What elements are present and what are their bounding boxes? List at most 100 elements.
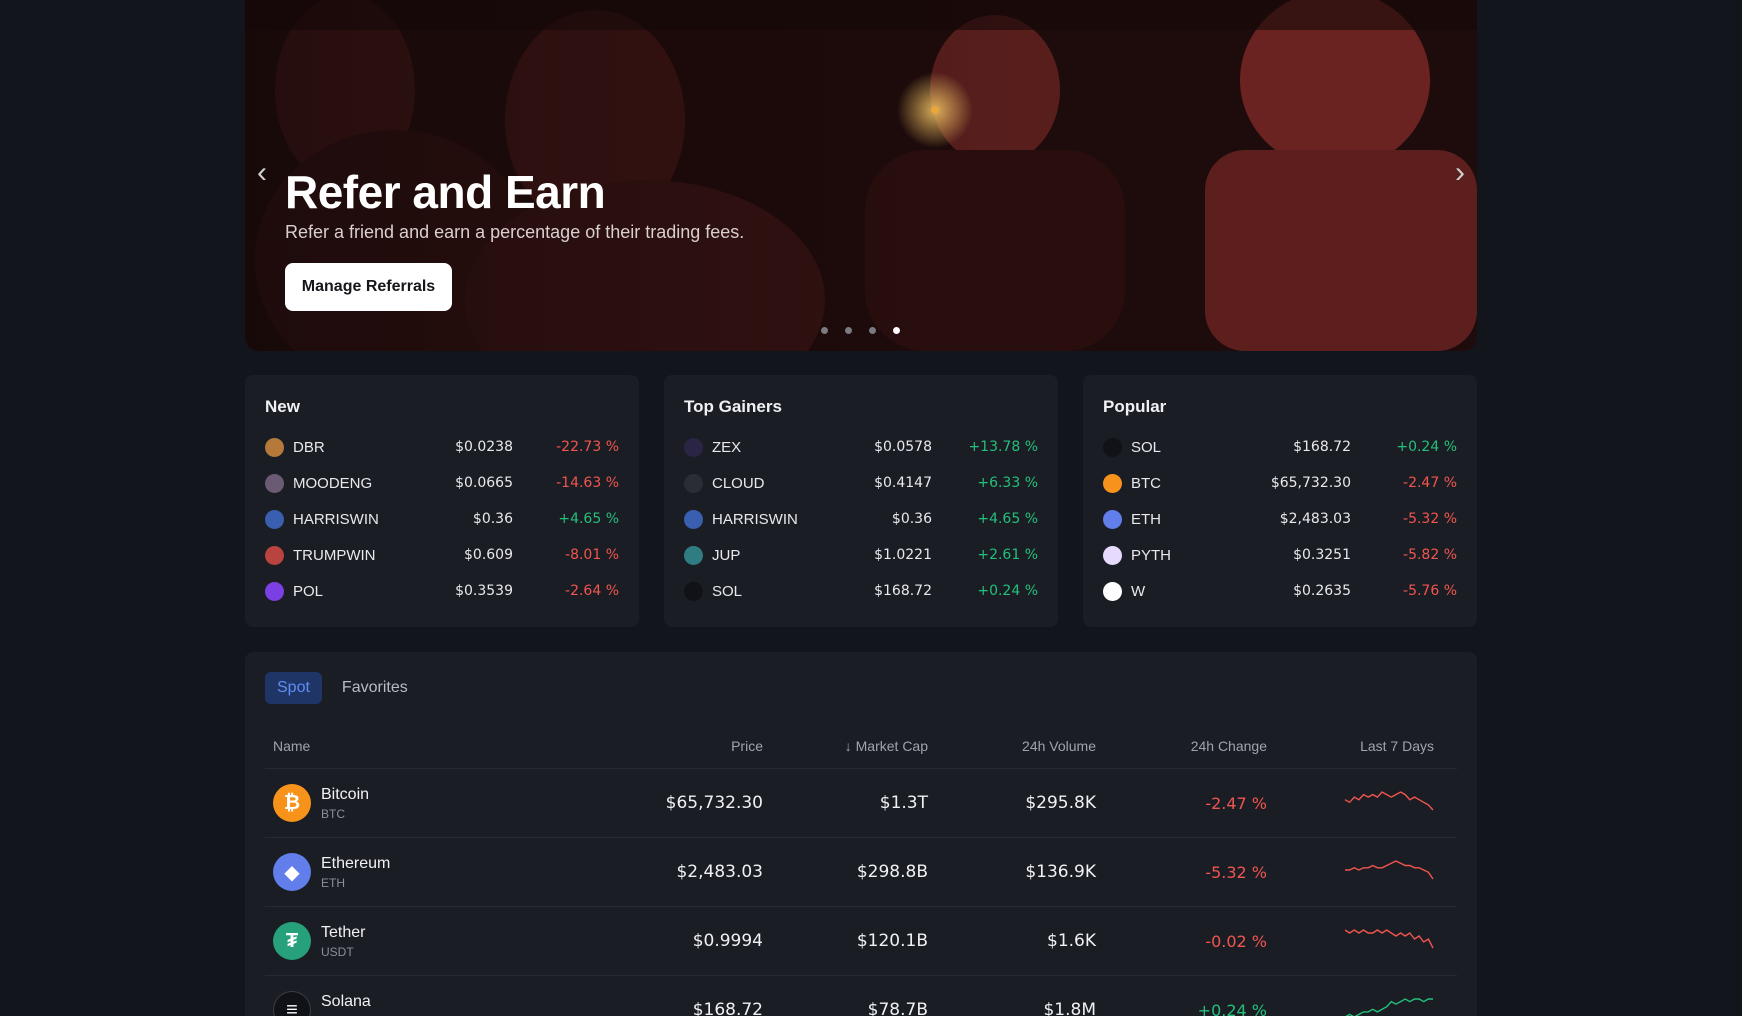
list-item[interactable]: SOL $168.72 +0.24 %	[1103, 429, 1457, 465]
markets-panel: Spot Favorites Name Price ↓ Market Cap 2…	[245, 652, 1477, 1016]
list-item[interactable]: MOODENG $0.0665 -14.63 %	[265, 465, 619, 501]
token-symbol: ETH	[1131, 510, 1161, 528]
carousel-dot-active[interactable]	[893, 327, 900, 334]
cell-change: +0.24 %	[1197, 1000, 1267, 1016]
ethereum-icon: ◆	[273, 853, 311, 891]
sparkline-cell	[1267, 858, 1434, 887]
pyth-icon	[1103, 545, 1122, 565]
carousel-dot[interactable]	[821, 327, 828, 334]
token-price: $0.0578	[874, 439, 932, 455]
token-symbol: SOL	[1131, 438, 1162, 456]
header-volume[interactable]: 24h Volume	[1022, 738, 1096, 754]
harriswin-icon	[684, 509, 703, 529]
manage-referrals-button[interactable]: Manage Referrals	[285, 263, 452, 311]
table-row[interactable]: ₮ Tether USDT $0.9994 $120.1B $1.6K -0.02 %	[265, 907, 1457, 976]
coin-symbol: ETH	[321, 875, 345, 890]
coin-cell: ◆ Ethereum ETH	[273, 853, 613, 891]
sparkline-line	[1344, 997, 1433, 1016]
token-price: $0.36	[891, 511, 932, 527]
token-price: $0.609	[464, 547, 513, 563]
token-price: $0.3251	[1293, 547, 1351, 563]
btc-icon	[1103, 473, 1122, 493]
sparkline-chart	[1344, 928, 1434, 948]
cell-market-cap: $78.7B	[867, 1000, 928, 1016]
token-change: +4.65 %	[977, 511, 1038, 527]
token-symbol: HARRISWIN	[293, 510, 379, 528]
list-item[interactable]: ETH $2,483.03 -5.32 %	[1103, 501, 1457, 537]
market-highlights: New DBR $0.0238 -22.73 % MOODENG $0.0665 -14.…	[245, 375, 1477, 627]
token-change: -5.32 %	[1403, 511, 1457, 527]
header-change[interactable]: 24h Change	[1190, 738, 1267, 754]
header-name[interactable]: Name	[273, 738, 311, 754]
cell-market-cap: $1.3T	[879, 793, 928, 813]
pol-icon	[265, 581, 284, 601]
list-item[interactable]: PYTH $0.3251 -5.82 %	[1103, 537, 1457, 573]
token-change: -5.76 %	[1403, 583, 1457, 599]
token-change: +0.24 %	[1396, 439, 1457, 455]
tab-favorites[interactable]: Favorites	[341, 679, 408, 696]
coin-name: Ethereum	[321, 854, 391, 872]
cell-price: $168.72	[692, 1000, 763, 1016]
list-item[interactable]: POL $0.3539 -2.64 %	[265, 573, 619, 609]
table-row[interactable]: ≡ Solana SOL $168.72 $78.7B $1.8M +0.24 %	[265, 976, 1457, 1016]
carousel-dot[interactable]	[845, 327, 852, 334]
token-price: $0.4147	[874, 475, 932, 491]
banner-title: Refer and Earn	[285, 166, 606, 218]
list-item[interactable]: W $0.2635 -5.76 %	[1103, 573, 1457, 609]
token-symbol: SOL	[712, 582, 743, 600]
chevron-left-icon[interactable]: ‹	[257, 156, 267, 189]
token-price: $168.72	[1293, 439, 1351, 455]
token-symbol: BTC	[1131, 474, 1161, 492]
cloud-icon	[684, 473, 703, 493]
list-item[interactable]: BTC $65,732.30 -2.47 %	[1103, 465, 1457, 501]
sol-icon	[1103, 437, 1122, 457]
token-change: -8.01 %	[565, 547, 619, 563]
coin-cell: ₿ Bitcoin BTC	[273, 784, 613, 822]
cell-market-cap: $120.1B	[856, 931, 928, 951]
w-icon	[1103, 581, 1122, 601]
token-symbol: CLOUD	[712, 474, 765, 492]
market-tabs: Spot Favorites	[265, 672, 1457, 704]
chevron-right-icon[interactable]: ›	[1455, 156, 1465, 189]
list-item[interactable]: CLOUD $0.4147 +6.33 %	[684, 465, 1038, 501]
sparkline-chart	[1345, 859, 1434, 879]
token-symbol: PYTH	[1131, 546, 1172, 564]
token-change: -2.64 %	[565, 583, 619, 599]
card-rows: DBR $0.0238 -22.73 % MOODENG $0.0665 -14.63 %…	[265, 429, 619, 609]
coin-text: Ethereum ETH	[321, 855, 390, 890]
table-row[interactable]: ₿ Bitcoin BTC $65,732.30 $1.3T $295.8K -2.47 %	[265, 769, 1457, 838]
solana-icon: ≡	[273, 991, 311, 1016]
cell-market-cap: $298.8B	[856, 862, 928, 882]
list-item[interactable]: TRUMPWIN $0.609 -8.01 %	[265, 537, 619, 573]
list-item[interactable]: HARRISWIN $0.36 +4.65 %	[265, 501, 619, 537]
zex-icon	[684, 437, 703, 457]
card-new: New DBR $0.0238 -22.73 % MOODENG $0.0665 -14.…	[245, 375, 639, 627]
sparkline-chart	[1344, 997, 1433, 1016]
header-market-cap[interactable]: ↓ Market Cap	[763, 738, 928, 754]
sparkline-chart	[1344, 790, 1434, 810]
card-title: New	[265, 397, 300, 416]
token-change: +2.61 %	[977, 547, 1038, 563]
list-item[interactable]: HARRISWIN $0.36 +4.65 %	[684, 501, 1038, 537]
cell-volume: $136.9K	[1025, 862, 1096, 882]
token-symbol: DBR	[293, 438, 325, 456]
header-price[interactable]: Price	[731, 738, 763, 754]
sparkline-cell	[1267, 927, 1434, 956]
sparkline-cell	[1267, 789, 1434, 818]
table-row[interactable]: ◆ Ethereum ETH $2,483.03 $298.8B $136.9K -5.32…	[265, 838, 1457, 907]
tab-spot[interactable]: Spot	[265, 672, 322, 704]
arrow-down-icon: ↓	[844, 738, 856, 754]
moodeng-icon	[265, 473, 284, 493]
list-item[interactable]: ZEX $0.0578 +13.78 %	[684, 429, 1038, 465]
table-body: ₿ Bitcoin BTC $65,732.30 $1.3T $295.8K -2.47 %…	[265, 769, 1457, 1016]
list-item[interactable]: DBR $0.0238 -22.73 %	[265, 429, 619, 465]
token-price: $1.0221	[874, 547, 932, 563]
coin-symbol: SOL	[321, 1014, 371, 1016]
list-item[interactable]: JUP $1.0221 +2.61 %	[684, 537, 1038, 573]
carousel-dot[interactable]	[869, 327, 876, 334]
page-content: Refer and Earn Refer a friend and earn a…	[245, 0, 1477, 1016]
list-item[interactable]: SOL $168.72 +0.24 %	[684, 573, 1038, 609]
token-change: +0.24 %	[977, 583, 1038, 599]
card-rows: ZEX $0.0578 +13.78 % CLOUD $0.4147 +6.33 % HAR…	[684, 429, 1038, 609]
cell-volume: $1.6K	[1047, 931, 1096, 951]
